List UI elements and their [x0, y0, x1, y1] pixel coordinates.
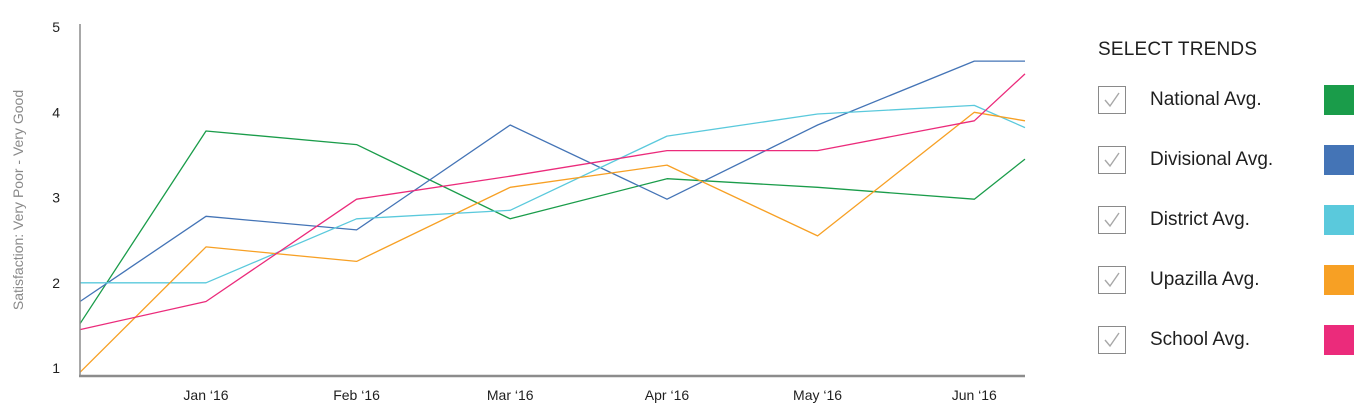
y-tick-label: 4	[52, 104, 60, 120]
checkmark-icon	[1104, 332, 1120, 348]
y-tick-label: 2	[52, 275, 60, 291]
checkmark-icon	[1104, 152, 1120, 168]
legend-item-school-avg[interactable]: School Avg.	[1098, 325, 1360, 386]
x-tick-labels: Jan ‘16 Feb ‘16 Mar ‘16 Apr ‘16 May ‘16 Jun ‘…	[183, 387, 997, 403]
checkmark-icon	[1104, 212, 1120, 228]
series-line-national-avg	[79, 130, 1026, 325]
x-tick-label: Mar ‘16	[487, 387, 534, 403]
legend-color-swatch	[1324, 145, 1354, 175]
legend-checkbox[interactable]	[1098, 326, 1126, 354]
legend-label: National Avg.	[1150, 89, 1262, 110]
legend-color-swatch	[1324, 265, 1354, 295]
legend-checkbox[interactable]	[1098, 266, 1126, 294]
legend-item-national-avg[interactable]: National Avg.	[1098, 85, 1360, 146]
x-tick-label: Jun ‘16	[952, 387, 997, 403]
legend-color-swatch	[1324, 325, 1354, 355]
legend-title: SELECT TRENDS	[1098, 39, 1258, 60]
y-tick-label: 5	[52, 19, 60, 35]
y-tick-labels: 1 2 3 4 5	[52, 19, 60, 376]
legend-item-district-avg[interactable]: District Avg.	[1098, 205, 1360, 266]
legend-panel: SELECT TRENDS National Avg. Divisional Av…	[1098, 38, 1360, 386]
series-layer	[79, 60, 1026, 373]
series-line-upazilla-avg	[79, 111, 1026, 373]
series-line-district-avg	[80, 104, 1026, 284]
checkmark-icon	[1104, 92, 1120, 108]
legend-label: Divisional Avg.	[1150, 149, 1274, 170]
legend-checkbox[interactable]	[1098, 86, 1126, 114]
x-tick-label: Feb ‘16	[333, 387, 380, 403]
x-tick-label: Jan ‘16	[183, 387, 228, 403]
legend-label: District Avg.	[1150, 209, 1250, 230]
series-line-school-avg	[79, 73, 1026, 331]
series-line-divisional-avg	[79, 60, 1025, 303]
legend-label: School Avg.	[1150, 329, 1251, 350]
y-tick-label: 3	[52, 190, 60, 206]
legend-color-swatch	[1324, 85, 1354, 115]
y-tick-label: 1	[52, 360, 60, 376]
checkmark-icon	[1104, 272, 1120, 288]
legend-label: Upazilla Avg.	[1150, 269, 1260, 290]
legend-item-divisional-avg[interactable]: Divisional Avg.	[1098, 145, 1360, 206]
legend-checkbox[interactable]	[1098, 206, 1126, 234]
legend-list: National Avg. Divisional Avg. District Avg…	[1098, 85, 1360, 386]
x-tick-label: Apr ‘16	[645, 387, 690, 403]
x-tick-label: May ‘16	[793, 387, 842, 403]
y-axis-title: Satisfaction: Very Poor - Very Good	[10, 90, 26, 310]
line-chart: 1 2 3 4 5 Jan ‘16 Feb ‘16 Mar ‘16 Apr ‘16 May ‘1…	[10, 19, 1026, 403]
legend-checkbox[interactable]	[1098, 146, 1126, 174]
legend-item-upazilla-avg[interactable]: Upazilla Avg.	[1098, 265, 1360, 326]
legend-color-swatch	[1324, 205, 1354, 235]
